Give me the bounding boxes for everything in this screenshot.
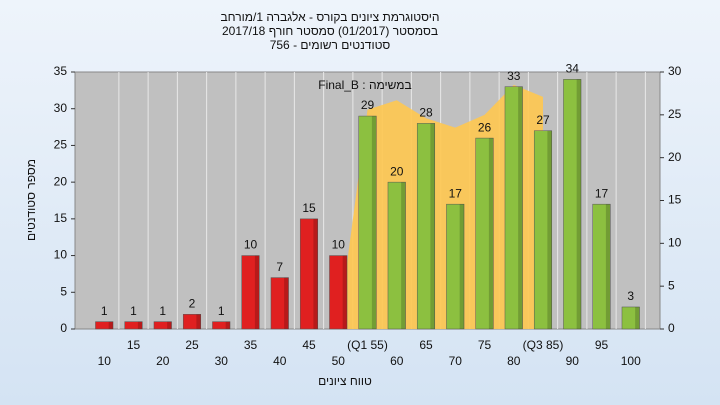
value-label: 33	[507, 69, 521, 83]
value-label: 1	[159, 304, 166, 318]
y2-tick-label: 25	[668, 107, 682, 121]
bar	[563, 79, 582, 330]
x-tick-label: 10	[98, 354, 112, 368]
x-tick-label: 100	[621, 354, 641, 368]
x-tick-label: 70	[449, 354, 463, 368]
bar	[387, 181, 406, 330]
x-tick-label: 75	[478, 338, 492, 352]
bar-shade	[254, 255, 260, 329]
x-tick-label: 15	[127, 338, 141, 352]
bar	[124, 321, 143, 330]
value-label: 29	[361, 98, 375, 112]
value-label: 2	[189, 296, 196, 310]
value-label: 10	[332, 238, 346, 252]
y2-tick-label: 5	[668, 278, 675, 292]
y2-tick-label: 0	[668, 321, 675, 335]
bar-shade	[518, 86, 523, 329]
bar	[416, 123, 436, 330]
y-tick-label: 35	[54, 64, 68, 78]
bar	[592, 203, 611, 330]
bar-shade	[284, 277, 289, 329]
bar-shade	[488, 138, 494, 329]
value-label: 34	[566, 62, 580, 76]
bar	[95, 321, 114, 330]
x-tick-label: 95	[595, 338, 609, 352]
title-line: בסמסטר (01/2017) סמסטר חורף 2017/18	[222, 24, 438, 38]
x-axis-label: טווח ציונים	[318, 374, 372, 388]
bar	[182, 314, 202, 330]
y-tick-label: 10	[54, 248, 68, 262]
bar	[329, 255, 348, 330]
bar-shade	[430, 123, 435, 330]
bar-shade	[401, 182, 406, 329]
value-label: 1	[101, 304, 108, 318]
bar	[153, 321, 172, 330]
bar	[475, 137, 494, 330]
bar	[504, 86, 523, 330]
y2-tick-label: 30	[668, 64, 682, 78]
bar-shade	[313, 218, 318, 329]
bar-shade	[108, 321, 114, 329]
y-tick-label: 25	[54, 138, 68, 152]
y2-tick-label: 20	[668, 150, 682, 164]
y-tick-label: 5	[60, 284, 67, 298]
y-tick-label: 30	[54, 101, 68, 115]
y2-tick-label: 15	[668, 193, 682, 207]
bar	[533, 130, 553, 330]
bar-shade	[196, 314, 201, 329]
x-tick-label: (Q3 85)	[523, 338, 564, 352]
bar-shade	[605, 204, 611, 329]
x-tick-label: 40	[273, 354, 287, 368]
y2-tick-label: 10	[668, 236, 682, 250]
bar-shade	[576, 79, 582, 329]
bar	[241, 255, 260, 330]
value-label: 1	[218, 304, 225, 318]
y-tick-label: 0	[60, 321, 67, 335]
y-tick-label: 15	[54, 211, 68, 225]
x-tick-label: 25	[185, 338, 199, 352]
y-tick-label: 20	[54, 174, 68, 188]
x-tick-label: 30	[215, 354, 229, 368]
bar	[621, 306, 640, 330]
bar	[270, 277, 289, 330]
bar	[358, 115, 377, 330]
bar-shade	[371, 116, 377, 329]
value-label: 27	[536, 113, 550, 127]
bar	[446, 203, 465, 330]
bar-shade	[635, 306, 640, 329]
bar-shade	[225, 321, 231, 329]
value-label: 17	[449, 186, 463, 200]
title-line: היסטוגרמת ציונים בקורס - אלגברה 1/מורחב	[221, 10, 440, 24]
x-tick-label: 80	[507, 354, 521, 368]
value-label: 26	[478, 120, 492, 134]
x-tick-label: 65	[419, 338, 433, 352]
value-label: 10	[244, 238, 258, 252]
value-label: 3	[627, 289, 634, 303]
x-tick-label: 50	[332, 354, 346, 368]
y-axis-label: מספר סטודנטים	[24, 159, 38, 241]
value-label: 28	[419, 106, 433, 120]
bar	[299, 218, 319, 330]
x-tick-label: 60	[390, 354, 404, 368]
bar-shade	[342, 255, 348, 329]
title-line: סטודנטים רשומים - 756	[270, 38, 391, 52]
value-label: 17	[595, 186, 609, 200]
value-label: 1	[130, 304, 137, 318]
x-tick-label: 90	[566, 354, 580, 368]
bar-shade	[137, 321, 143, 329]
bar-shade	[547, 130, 552, 329]
value-label: 7	[276, 260, 283, 274]
x-tick-label: 35	[244, 338, 258, 352]
value-label: 20	[390, 164, 404, 178]
x-tick-label: 20	[156, 354, 170, 368]
bar-shade	[167, 321, 172, 329]
value-label: 15	[302, 201, 316, 215]
x-tick-label: 45	[302, 338, 316, 352]
x-tick-label: (Q1 55)	[347, 338, 388, 352]
bar-shade	[459, 204, 465, 329]
bar	[212, 321, 231, 330]
annotation: במשימה : Final_B	[318, 78, 411, 92]
